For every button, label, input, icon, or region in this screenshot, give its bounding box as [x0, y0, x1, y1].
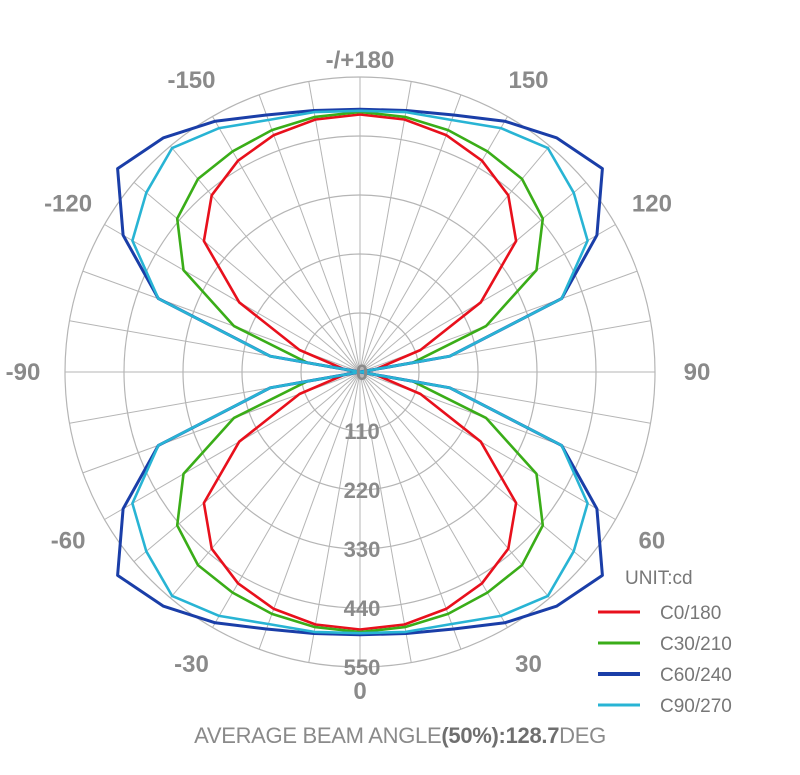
- radial-tick-labels: 0 110 220 330 440 550: [344, 360, 381, 680]
- series-line-C60-240: [116, 107, 604, 637]
- series-line-C0-180: [202, 113, 518, 631]
- angle-label: -60: [51, 528, 86, 555]
- grid-spoke: [133, 181, 361, 373]
- beam-angle-caption: AVERAGE BEAM ANGLE(50%):128.7DEG: [0, 723, 800, 749]
- series-group: [116, 107, 604, 637]
- grid-spoke: [169, 145, 361, 373]
- grid-spoke: [212, 371, 361, 628]
- legend-entry: C30/210: [660, 634, 732, 655]
- radial-tick-label: 330: [344, 537, 381, 562]
- grid-spoke: [169, 371, 361, 599]
- grid-spoke: [258, 94, 361, 373]
- angle-label: -30: [174, 651, 209, 678]
- grid-spoke: [104, 224, 361, 373]
- caption-prefix: AVERAGE BEAM ANGLE: [194, 723, 442, 748]
- grid-spoke: [359, 224, 616, 373]
- angle-label: -120: [44, 191, 92, 218]
- grid-spoke: [359, 94, 462, 373]
- angle-label: 30: [515, 651, 542, 678]
- radial-tick-label: 440: [344, 596, 381, 621]
- grid-spoke: [359, 371, 587, 563]
- grid-spoke: [308, 371, 361, 663]
- radial-tick-label: 550: [344, 655, 381, 680]
- grid-spoke: [359, 81, 412, 373]
- grid-spoke: [359, 145, 551, 373]
- legend-entry: C60/240: [660, 665, 732, 686]
- angle-label: -90: [6, 359, 41, 386]
- grid-spoke: [359, 371, 412, 663]
- angle-labels: -/+180 150 120 90 60 30 0 -30 -60 -90 -120 -150: [6, 47, 711, 705]
- grid-spoke: [359, 371, 462, 650]
- angle-label: 60: [639, 528, 666, 555]
- grid-spoke: [359, 116, 508, 373]
- grid-spoke: [308, 81, 361, 373]
- caption-suffix: DEG: [559, 723, 606, 748]
- grid-spoke: [133, 371, 361, 563]
- grid-spoke: [359, 371, 551, 599]
- radial-tick-label: 220: [344, 478, 381, 503]
- angle-label: -150: [167, 67, 215, 94]
- grid-spoke: [258, 371, 361, 650]
- grid-spoke: [359, 181, 587, 373]
- radial-tick-label: 0: [356, 360, 368, 385]
- legend-entry: C0/180: [660, 603, 721, 624]
- grid-spoke: [104, 371, 361, 520]
- grid-spoke: [359, 371, 508, 628]
- legend: UNIT:cd C0/180 C30/210 C60/240 C90/270: [598, 568, 732, 717]
- angle-label: -/+180: [326, 47, 395, 74]
- grid-spoke: [212, 116, 361, 373]
- legend-title: UNIT:cd: [625, 568, 693, 589]
- grid-spoke: [359, 371, 616, 520]
- angle-label: 90: [684, 359, 711, 386]
- radial-tick-label: 110: [344, 419, 380, 444]
- angle-label: 150: [508, 67, 548, 94]
- angle-label: 120: [632, 191, 672, 218]
- series-line-C90-270: [131, 109, 589, 635]
- caption-value: (50%):128.7: [441, 723, 560, 748]
- angle-label: 0: [353, 678, 366, 705]
- legend-entry: C90/270: [660, 696, 732, 717]
